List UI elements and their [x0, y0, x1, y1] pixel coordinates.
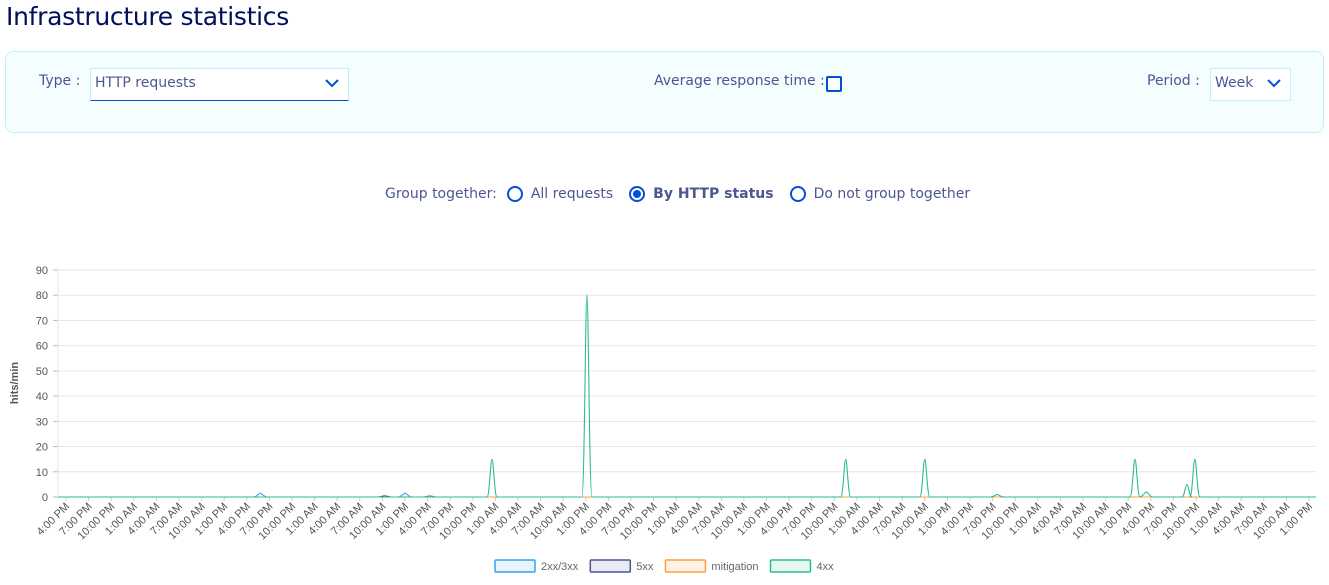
x-tick-label: 7:00 AM	[510, 501, 547, 538]
x-tick-label: 4:00 AM	[487, 501, 524, 538]
y-tick-label: 40	[36, 391, 48, 403]
x-tick-label: 1:00 PM	[1097, 501, 1134, 538]
y-tick-label: 50	[36, 366, 48, 378]
x-tick-label: 10:00 PM	[618, 501, 660, 543]
y-tick-label: 10	[36, 467, 48, 479]
radio-label[interactable]: All requests	[530, 186, 614, 202]
x-tick-label: 1:00 PM	[193, 501, 230, 538]
y-axis-label: hits/min	[9, 362, 21, 404]
x-tick-label: 10:00 PM	[980, 501, 1022, 543]
x-tick-label: 4:00 PM	[215, 501, 252, 538]
type-label: Type :	[39, 73, 81, 89]
x-tick-label: 10:00 AM	[528, 501, 569, 542]
series-line-4xx	[58, 294, 1316, 498]
x-tick-label: 10:00 AM	[1070, 501, 1111, 542]
x-tick-label: 7:00 PM	[780, 501, 817, 538]
legend-label: mitigation	[711, 561, 758, 573]
y-tick-label: 30	[36, 416, 48, 428]
x-tick-label: 7:00 AM	[690, 501, 727, 538]
x-tick-label: 4:00 PM	[35, 501, 72, 538]
x-tick-label: 1:00 AM	[1188, 501, 1225, 538]
filter-panel: Type : HTTP requests Average response ti…	[5, 51, 1324, 133]
radio-do-not-group[interactable]	[789, 186, 806, 202]
y-tick-label: 80	[36, 290, 48, 302]
y-tick-label: 70	[36, 315, 48, 327]
x-tick-label: 1:00 AM	[826, 501, 863, 538]
avg-response-label: Average response time :	[654, 73, 825, 89]
x-tick-label: 4:00 AM	[125, 501, 162, 538]
x-tick-label: 1:00 AM	[645, 501, 682, 538]
x-tick-label: 7:00 PM	[600, 501, 637, 538]
x-tick-label: 4:00 PM	[396, 501, 433, 538]
page-title: Infrastructure statistics	[6, 2, 289, 31]
x-tick-label: 7:00 AM	[871, 501, 908, 538]
x-tick-label: 7:00 AM	[148, 501, 185, 538]
radio-label[interactable]: By HTTP status	[653, 186, 774, 202]
x-tick-label: 4:00 PM	[939, 501, 976, 538]
x-tick-label: 4:00 PM	[1119, 501, 1156, 538]
radio-all-requests[interactable]	[506, 186, 523, 202]
avg-response-checkbox[interactable]	[826, 76, 842, 92]
x-tick-label: 1:00 AM	[1007, 501, 1044, 538]
x-tick-label: 4:00 AM	[1029, 501, 1066, 538]
x-tick-label: 7:00 PM	[238, 501, 275, 538]
x-tick-label: 4:00 AM	[1210, 501, 1247, 538]
group-label: Group together:	[385, 186, 497, 202]
period-value: Week	[1215, 75, 1254, 91]
period-label: Period :	[1147, 73, 1200, 89]
legend-swatch	[664, 559, 707, 573]
legend-label: 2xx/3xx	[541, 561, 579, 573]
x-tick-label: 1:00 PM	[554, 501, 591, 538]
legend-swatch	[769, 559, 812, 573]
x-tick-label: 10:00 AM	[890, 501, 931, 542]
y-tick-label: 0	[42, 492, 48, 504]
x-tick-label: 1:00 PM	[1278, 501, 1315, 538]
radio-by-http-status[interactable]	[629, 186, 646, 202]
type-select[interactable]: HTTP requests	[90, 68, 349, 101]
x-tick-label: 10:00 AM	[347, 501, 388, 542]
legend-label: 4xx	[817, 561, 835, 573]
legend-swatch	[589, 559, 632, 573]
x-tick-label: 7:00 AM	[329, 501, 366, 538]
x-tick-label: 10:00 AM	[1251, 501, 1292, 542]
x-tick-label: 4:00 AM	[849, 501, 886, 538]
x-tick-label: 10:00 PM	[76, 501, 118, 543]
legend-label: 5xx	[636, 561, 654, 573]
x-tick-label: 4:00 PM	[758, 501, 795, 538]
x-tick-label: 4:00 AM	[668, 501, 705, 538]
series-line-2xx/3xx	[58, 492, 1316, 498]
x-tick-label: 10:00 AM	[166, 501, 207, 542]
chevron-down-icon	[325, 79, 339, 88]
x-tick-label: 7:00 PM	[1142, 501, 1179, 538]
group-together-radio-group: Group together: All requests By HTTP sta…	[385, 184, 970, 204]
x-tick-label: 10:00 PM	[1160, 501, 1202, 543]
x-tick-label: 4:00 AM	[306, 501, 343, 538]
x-tick-label: 4:00 PM	[577, 501, 614, 538]
x-tick-label: 7:00 AM	[1052, 501, 1089, 538]
x-tick-label: 7:00 PM	[419, 501, 456, 538]
x-tick-label: 7:00 PM	[57, 501, 94, 538]
period-select[interactable]: Week	[1210, 68, 1291, 101]
x-tick-label: 10:00 PM	[256, 501, 298, 543]
x-tick-label: 7:00 PM	[961, 501, 998, 538]
x-tick-label: 7:00 AM	[1233, 501, 1270, 538]
chevron-down-icon	[1267, 79, 1281, 88]
x-tick-label: 1:00 AM	[284, 501, 321, 538]
x-tick-label: 1:00 PM	[735, 501, 772, 538]
y-tick-label: 90	[36, 265, 48, 277]
series-line-5xx	[58, 495, 1316, 498]
x-tick-label: 1:00 AM	[103, 501, 140, 538]
x-tick-label: 10:00 AM	[709, 501, 750, 542]
x-tick-label: 1:00 AM	[464, 501, 501, 538]
y-tick-label: 20	[36, 442, 48, 454]
radio-label[interactable]: Do not group together	[813, 186, 971, 202]
type-value: HTTP requests	[95, 75, 196, 91]
legend-swatch	[494, 559, 536, 573]
x-tick-label: 1:00 PM	[916, 501, 953, 538]
x-tick-label: 1:00 PM	[374, 501, 411, 538]
x-tick-label: 10:00 PM	[437, 501, 479, 543]
x-tick-label: 10:00 PM	[799, 501, 841, 543]
y-tick-label: 60	[36, 341, 48, 353]
